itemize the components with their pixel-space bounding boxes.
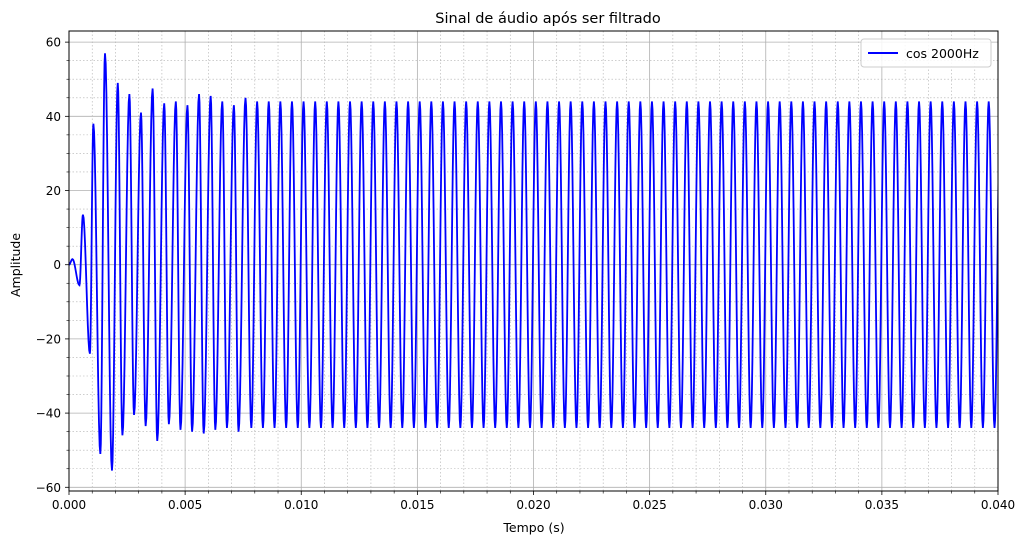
y-tick-label: −20 [36,332,61,346]
x-tick-label: 0.035 [865,498,899,512]
y-tick-label: 60 [46,36,61,50]
y-tick-label: 20 [46,184,61,198]
x-tick-label: 0.030 [749,498,783,512]
y-tick-label: −60 [36,481,61,495]
chart-title: Sinal de áudio após ser filtrado [435,11,661,27]
x-tick-label: 0.000 [52,498,86,512]
x-tick-label: 0.040 [981,498,1015,512]
y-tick-label: 0 [53,258,61,272]
plot-area [69,53,998,471]
ticks: 0.000 0.005 0.010 0.015 0.020 0.025 0.030 0.035… [36,36,1016,512]
y-axis-label: Amplitude [8,233,23,297]
x-axis-label: Tempo (s) [502,520,564,535]
x-tick-label: 0.025 [632,498,666,512]
y-tick-label: 40 [46,110,61,124]
series-line-cos-2000hz [69,53,998,471]
x-tick-label: 0.020 [516,498,550,512]
y-tick-label: −40 [36,407,61,421]
x-tick-label: 0.015 [400,498,434,512]
legend: cos 2000Hz [860,38,992,68]
axes-frame [68,30,999,492]
legend-label: cos 2000Hz [906,46,979,61]
legend-box [860,38,992,68]
x-tick-label: 0.005 [168,498,202,512]
x-tick-label: 0.010 [284,498,318,512]
